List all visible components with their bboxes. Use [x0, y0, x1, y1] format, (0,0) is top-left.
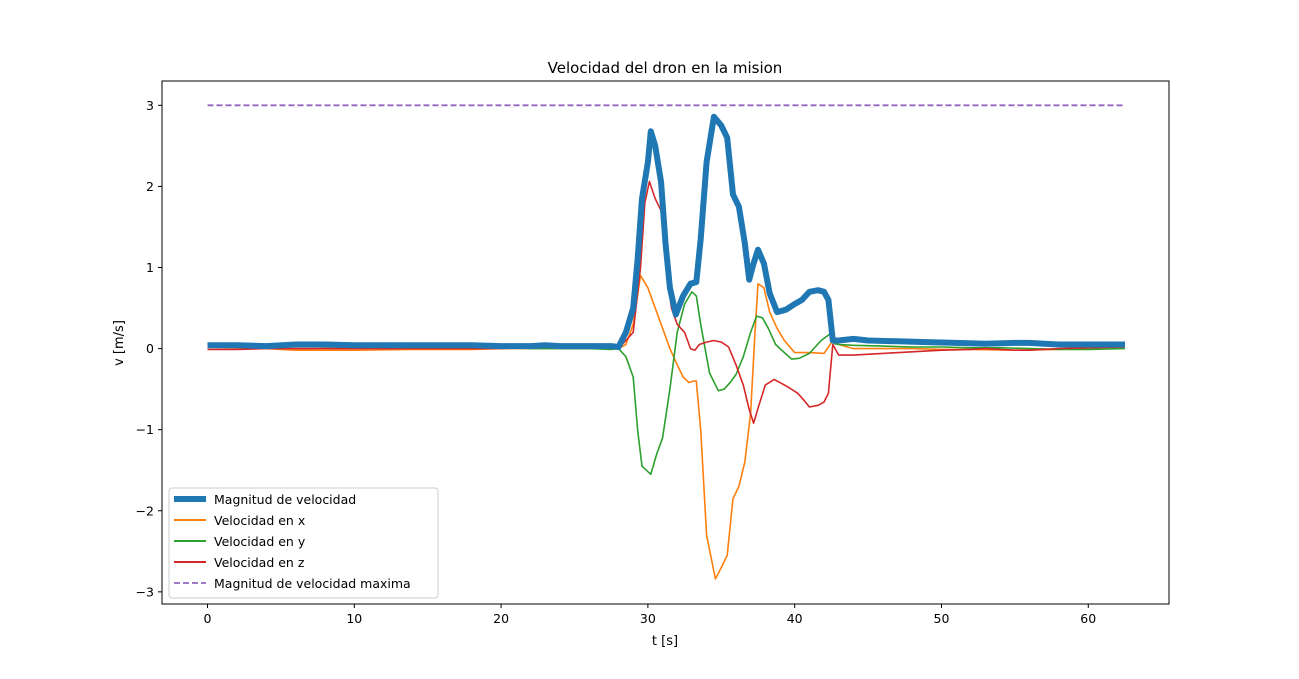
y-tick-label: 0	[146, 341, 154, 356]
legend: Magnitud de velocidad Velocidad en x Vel…	[168, 487, 439, 599]
x-tick-label: 10	[346, 611, 362, 626]
x-tick-label: 40	[787, 611, 803, 626]
series-line-0	[207, 113, 1125, 350]
y-tick-label: 3	[146, 98, 154, 113]
y-tick-label: 2	[146, 179, 154, 194]
y-tick-label: −3	[136, 584, 154, 599]
x-tick-label: 50	[934, 611, 950, 626]
series-line-2	[207, 290, 1126, 476]
plot-frame	[161, 80, 1170, 605]
legend-label-vz: Velocidad en z	[214, 555, 305, 570]
y-tick-label: 1	[146, 260, 154, 275]
x-tick-label: 0	[204, 611, 212, 626]
x-tick-label: 30	[640, 611, 656, 626]
x-tick-label: 60	[1080, 611, 1096, 626]
legend-label-max-magnitude: Magnitud de velocidad maxima	[214, 576, 411, 591]
y-axis-label: v [m/s]	[112, 320, 127, 366]
x-axis-ticks: 0 10 20 30 40 50 60	[204, 604, 1096, 626]
legend-label-magnitude: Magnitud de velocidad	[214, 492, 356, 507]
x-tick-label: 20	[493, 611, 509, 626]
x-axis-label: t [s]	[652, 634, 678, 649]
y-axis-ticks: −3 −2 −1 0 1 2 3	[136, 98, 162, 599]
legend-label-vx: Velocidad en x	[214, 513, 305, 528]
legend-box	[168, 487, 439, 599]
y-tick-label: −2	[136, 503, 154, 518]
series-layer	[207, 104, 1126, 580]
legend-label-vy: Velocidad en y	[214, 534, 306, 549]
chart-title: Velocidad del dron en la mision	[548, 59, 783, 77]
y-tick-label: −1	[136, 422, 154, 437]
